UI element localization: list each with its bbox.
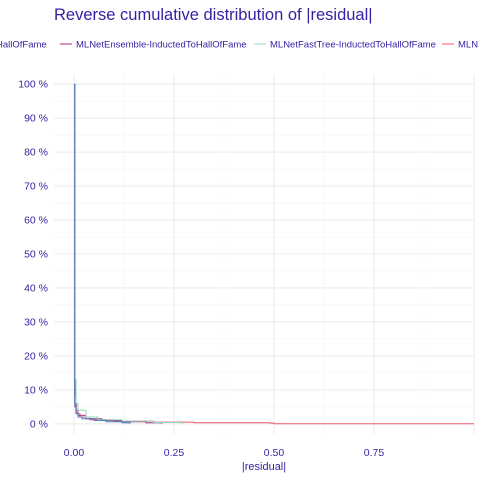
y-tick-label: 90 % — [24, 113, 48, 125]
legend-label: MLNetEnsemble-InductedToHallOfFame — [76, 40, 247, 51]
x-tick-label: 0.75 — [364, 447, 385, 459]
x-axis-title: |residual| — [242, 461, 286, 473]
y-tick-label: 50 % — [24, 249, 48, 261]
x-tick-label: 0.00 — [64, 447, 85, 459]
legend-label: MLNetFastTree-InductedToHallOfFame — [270, 40, 436, 51]
series-line — [74, 83, 131, 424]
series-layer — [74, 83, 474, 425]
legend-item: MLN — [442, 40, 478, 51]
y-tick-label: 20 % — [24, 350, 48, 362]
legend-label: MLN — [458, 40, 478, 51]
x-tick-labels: 0.00 0.25 0.50 0.75 — [64, 447, 385, 459]
series-line — [74, 83, 183, 424]
chart-title: Reverse cumulative distribution of |resi… — [54, 6, 373, 24]
y-tick-label: 100 % — [18, 79, 48, 91]
y-tick-labels: 0 % 10 % 20 % 30 % 40 % 50 % 60 % 70 % 80 % 90 % 1… — [18, 79, 48, 431]
y-tick-label: 70 % — [24, 181, 48, 193]
y-tick-label: 30 % — [24, 316, 48, 328]
x-tick-label: 0.25 — [164, 447, 185, 459]
legend-item: MLNetFastTree-InductedToHallOfFame — [254, 40, 436, 51]
legend-item: HallOfFame — [0, 40, 47, 51]
legend-item: MLNetEnsemble-InductedToHallOfFame — [60, 40, 247, 51]
y-tick-label: 40 % — [24, 282, 48, 294]
y-tick-label: 0 % — [30, 418, 48, 430]
legend: HallOfFame MLNetEnsemble-InductedToHallOf… — [0, 40, 478, 51]
legend-label: HallOfFame — [0, 40, 47, 51]
y-tick-label: 10 % — [24, 384, 48, 396]
x-tick-label: 0.50 — [264, 447, 285, 459]
grid-layer — [54, 74, 475, 434]
y-tick-label: 60 % — [24, 215, 48, 227]
y-tick-label: 80 % — [24, 147, 48, 159]
